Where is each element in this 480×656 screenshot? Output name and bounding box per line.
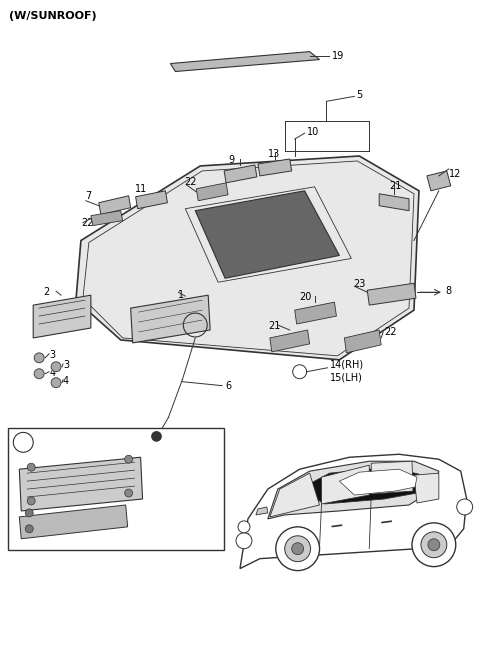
Text: A: A	[192, 320, 199, 330]
Circle shape	[34, 353, 44, 363]
Circle shape	[27, 463, 35, 471]
Polygon shape	[344, 330, 381, 353]
Polygon shape	[195, 191, 339, 278]
Polygon shape	[19, 505, 128, 539]
Polygon shape	[136, 191, 168, 209]
Text: 5: 5	[356, 91, 362, 100]
Polygon shape	[367, 283, 416, 305]
Circle shape	[276, 527, 320, 571]
Circle shape	[421, 532, 447, 558]
Circle shape	[238, 521, 250, 533]
FancyArrowPatch shape	[332, 525, 342, 527]
Text: 14(RH): 14(RH)	[329, 359, 364, 370]
Text: 26: 26	[153, 526, 165, 536]
Text: 20: 20	[300, 292, 312, 302]
Polygon shape	[427, 171, 451, 191]
Circle shape	[125, 489, 132, 497]
Text: 24: 24	[172, 483, 185, 493]
Polygon shape	[76, 156, 419, 359]
Text: 3: 3	[63, 359, 69, 370]
Circle shape	[25, 509, 33, 517]
Circle shape	[27, 497, 35, 505]
Text: 2: 2	[43, 287, 49, 297]
Polygon shape	[268, 461, 439, 519]
Text: 23: 23	[353, 279, 366, 289]
Text: 26: 26	[153, 512, 165, 522]
Circle shape	[51, 378, 61, 388]
Text: 1: 1	[179, 290, 184, 300]
Text: 6: 6	[225, 380, 231, 391]
Circle shape	[292, 543, 304, 555]
Polygon shape	[379, 194, 409, 211]
Text: 21: 21	[389, 181, 401, 191]
FancyBboxPatch shape	[8, 428, 224, 550]
Circle shape	[34, 369, 44, 379]
Text: 22: 22	[384, 327, 396, 337]
Polygon shape	[19, 457, 143, 511]
Polygon shape	[224, 165, 257, 183]
Text: 22: 22	[184, 177, 197, 187]
Text: 4: 4	[63, 376, 69, 386]
Text: 21: 21	[268, 321, 280, 331]
Polygon shape	[270, 473, 320, 517]
Text: (W/SUNROOF): (W/SUNROOF)	[9, 10, 97, 21]
Circle shape	[51, 362, 61, 372]
Polygon shape	[196, 183, 228, 201]
Text: 22: 22	[81, 218, 94, 228]
Text: 13: 13	[268, 149, 280, 159]
Polygon shape	[91, 211, 123, 226]
Polygon shape	[339, 469, 417, 495]
Circle shape	[428, 539, 440, 550]
Circle shape	[412, 523, 456, 567]
Polygon shape	[414, 473, 439, 503]
Polygon shape	[371, 461, 413, 494]
Polygon shape	[240, 454, 467, 569]
Polygon shape	[33, 295, 91, 338]
Text: 4: 4	[49, 368, 55, 378]
Polygon shape	[131, 295, 210, 343]
Circle shape	[236, 533, 252, 548]
Circle shape	[125, 455, 132, 463]
Polygon shape	[270, 330, 310, 352]
Polygon shape	[258, 159, 292, 176]
Text: 9: 9	[228, 155, 234, 165]
Circle shape	[285, 536, 311, 562]
Circle shape	[152, 432, 161, 441]
Polygon shape	[170, 52, 320, 72]
Polygon shape	[295, 302, 336, 324]
Circle shape	[457, 499, 473, 515]
Text: 11: 11	[134, 184, 147, 194]
Text: A: A	[20, 438, 26, 447]
Text: 7: 7	[85, 191, 91, 201]
Text: 8: 8	[446, 286, 452, 297]
Polygon shape	[322, 465, 369, 504]
Polygon shape	[300, 467, 419, 504]
Text: 10: 10	[307, 127, 319, 137]
Polygon shape	[256, 507, 268, 515]
Text: 19: 19	[332, 51, 344, 60]
Text: 12: 12	[449, 169, 461, 179]
Text: 15(LH): 15(LH)	[329, 373, 362, 382]
Text: 3: 3	[49, 350, 55, 360]
Polygon shape	[99, 195, 131, 215]
Circle shape	[25, 525, 33, 533]
